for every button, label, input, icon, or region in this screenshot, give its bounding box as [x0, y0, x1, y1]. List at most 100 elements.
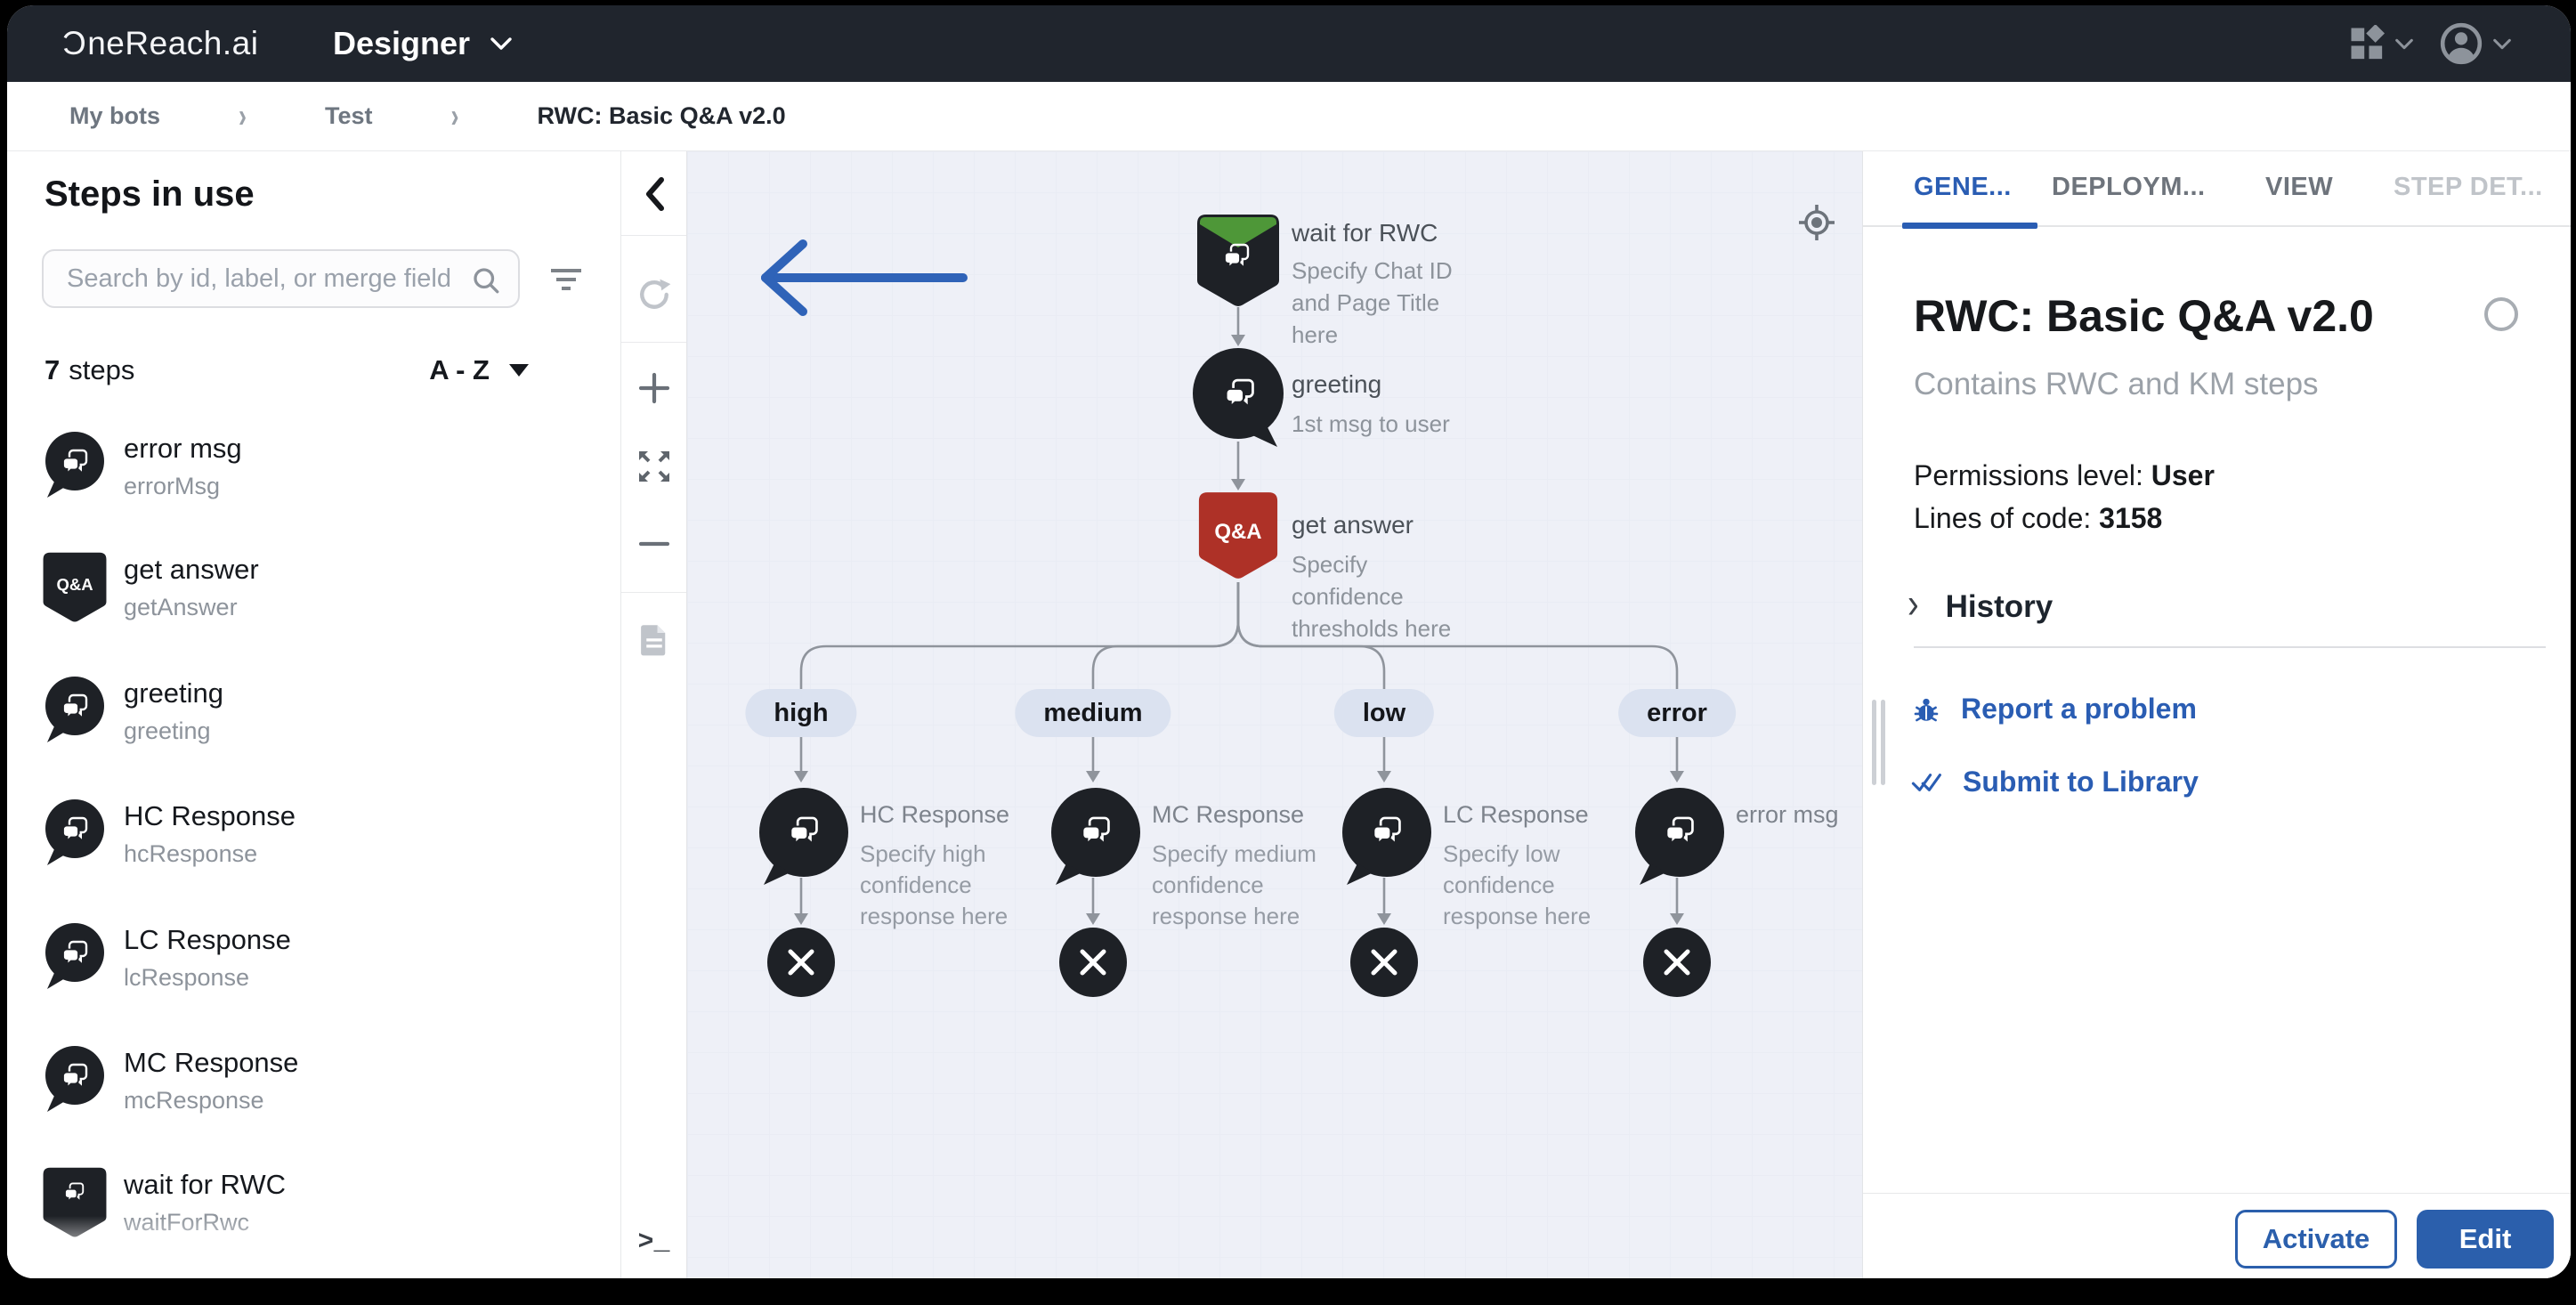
status-circle-icon[interactable]	[2484, 297, 2518, 331]
steps-sidebar: Steps in use 7 steps A - Z	[7, 151, 621, 1278]
notes-button[interactable]	[621, 612, 686, 666]
step-label: get answer	[124, 554, 259, 585]
step-label: LC Response	[124, 924, 291, 955]
node-greeting[interactable]	[1188, 345, 1288, 455]
step-item-get-answer[interactable]: Q&A get answer getAnswer	[42, 551, 585, 649]
chat-badge-icon	[42, 1166, 108, 1244]
double-check-icon	[1911, 773, 1941, 791]
breadcrumb-test[interactable]: Test	[325, 102, 373, 129]
document-icon	[640, 625, 665, 656]
svg-text:Q&A: Q&A	[56, 575, 93, 594]
step-id: waitForRwc	[124, 1209, 250, 1236]
node-title: wait for RWC	[1292, 219, 1438, 247]
chevron-down-icon	[490, 37, 512, 50]
refresh-button[interactable]	[621, 265, 686, 324]
node-get-answer[interactable]: Q&A	[1197, 490, 1279, 587]
step-search-input[interactable]	[65, 251, 457, 306]
end-node[interactable]	[1058, 927, 1128, 1002]
branch-desc: Specify low confidence response here	[1443, 840, 1592, 929]
zoom-out-button[interactable]	[621, 517, 686, 571]
step-item-greeting[interactable]: greeting greeting	[42, 675, 585, 773]
chat-bubble-icon	[1193, 348, 1284, 447]
chevron-right-icon: ›	[1908, 580, 1919, 628]
divider	[1914, 646, 2546, 648]
submit-to-library-link[interactable]: Submit to Library	[1911, 766, 2199, 798]
breadcrumb-separator-icon: ›	[239, 96, 247, 134]
step-label: MC Response	[124, 1047, 299, 1078]
chevron-left-icon	[645, 177, 664, 211]
activate-button[interactable]: Activate	[2235, 1210, 2397, 1269]
sidebar-heading: Steps in use	[45, 174, 255, 214]
terminal-icon[interactable]: >_	[637, 1228, 670, 1258]
node-desc: Specify confidence thresholds here	[1292, 551, 1452, 642]
node-hc-response[interactable]	[755, 785, 853, 893]
app-switcher-designer[interactable]: Designer	[333, 5, 513, 82]
zoom-in-button[interactable]	[621, 361, 686, 415]
tab-general[interactable]: GENE...	[1914, 173, 2012, 201]
bot-subtitle: Contains RWC and KM steps	[1914, 367, 2319, 401]
step-label: wait for RWC	[124, 1169, 287, 1200]
bug-icon	[1914, 698, 1939, 721]
apps-grid-menu[interactable]	[2348, 25, 2414, 62]
end-node[interactable]	[766, 927, 836, 1002]
report-problem-link[interactable]: Report a problem	[1911, 693, 2197, 725]
node-error-msg[interactable]	[1631, 785, 1729, 893]
fit-view-button[interactable]	[621, 440, 686, 493]
history-expander[interactable]: › History	[1908, 580, 2053, 628]
branch-title: error msg	[1736, 801, 1839, 828]
close-icon	[1643, 928, 1711, 997]
branch-pill-high[interactable]: high	[745, 689, 857, 737]
step-id: mcResponse	[124, 1087, 264, 1114]
step-id: lcResponse	[124, 964, 250, 991]
close-icon	[767, 928, 835, 997]
recenter-target-icon[interactable]	[1796, 202, 1837, 243]
breadcrumb-my-bots[interactable]: My bots	[69, 102, 161, 129]
close-icon	[1350, 928, 1418, 997]
node-title: get answer	[1292, 511, 1414, 539]
breadcrumb: My bots › Test › RWC: Basic Q&A v2.0	[7, 82, 2571, 151]
step-item-wait-for-rwc[interactable]: wait for RWC waitForRwc	[42, 1166, 585, 1264]
step-item-mc-response[interactable]: MC Response mcResponse	[42, 1044, 585, 1142]
chat-badge-green-icon	[1197, 215, 1279, 306]
branch-title: LC Response	[1443, 801, 1589, 828]
field-label: Lines of code:	[1914, 502, 2100, 534]
step-item-lc-response[interactable]: LC Response lcResponse	[42, 921, 585, 1019]
end-node[interactable]	[1349, 927, 1419, 1002]
main-content: Steps in use 7 steps A - Z	[7, 151, 2571, 1278]
node-wait-for-rwc[interactable]	[1195, 213, 1281, 313]
branch-pill-medium[interactable]: medium	[1015, 689, 1171, 737]
tab-view[interactable]: VIEW	[2265, 173, 2334, 201]
account-menu[interactable]	[2439, 21, 2512, 66]
field-value: User	[2151, 459, 2215, 491]
step-id: getAnswer	[124, 594, 238, 620]
collapse-sidebar-button[interactable]	[621, 167, 686, 221]
submit-to-library-label: Submit to Library	[1963, 766, 2199, 798]
branch-pill-error[interactable]: error	[1618, 689, 1736, 737]
branch-pill-low[interactable]: low	[1333, 689, 1435, 737]
step-id: hcResponse	[124, 840, 258, 867]
step-item-hc-response[interactable]: HC Response hcResponse	[42, 798, 585, 896]
logo-mark: Ɔ	[62, 25, 87, 61]
details-panel: GENE... DEPLOYM... VIEW STEP DET... RWC:…	[1862, 151, 2571, 1278]
field-value: 3158	[2099, 502, 2163, 534]
step-item-error-msg[interactable]: error msg errorMsg	[42, 430, 585, 528]
qa-badge-icon: Q&A	[42, 551, 108, 628]
flow-canvas[interactable]: wait for RWC Specify Chat ID and Page Ti…	[687, 151, 1862, 1278]
tab-step-details: STEP DET...	[2394, 173, 2543, 201]
step-label: greeting	[124, 677, 224, 709]
canvas-toolbar: >_	[621, 151, 687, 1278]
node-mc-response[interactable]	[1047, 785, 1145, 893]
breadcrumb-current: RWC: Basic Q&A v2.0	[537, 102, 786, 129]
panel-resize-handle[interactable]	[1872, 700, 1886, 785]
sort-dropdown[interactable]: A - Z	[429, 354, 529, 386]
qa-badge-icon: Q&A	[1198, 492, 1278, 579]
end-node[interactable]	[1642, 927, 1712, 1002]
edit-button[interactable]: Edit	[2417, 1210, 2554, 1269]
node-lc-response[interactable]	[1338, 785, 1436, 893]
filter-icon[interactable]	[547, 260, 586, 299]
chat-bubble-icon	[759, 788, 848, 885]
field-label: Permissions level:	[1914, 459, 2151, 491]
tab-deployments[interactable]: DEPLOYM...	[2052, 173, 2206, 201]
chevron-down-icon	[2493, 38, 2511, 49]
